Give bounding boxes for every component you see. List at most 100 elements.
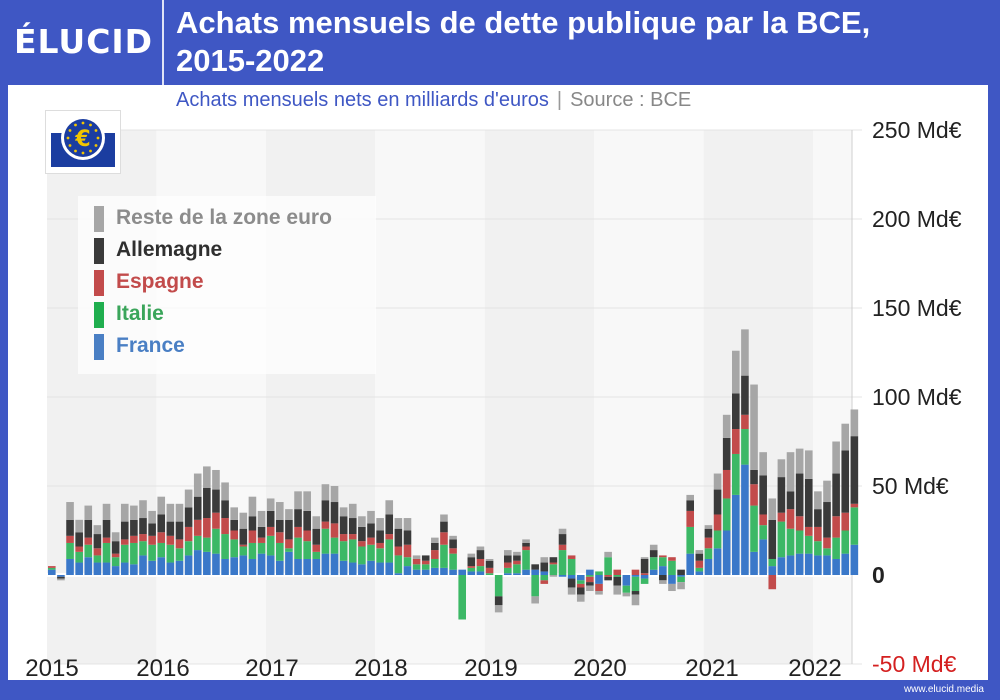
bar-segment-italie (276, 542, 284, 561)
bar-segment-italie (394, 555, 403, 574)
bar-segment-france (786, 555, 795, 575)
y-tick-label: 150 Md€ (872, 295, 962, 321)
bar-segment-france (276, 560, 284, 575)
subtitle-separator: | (556, 89, 563, 111)
bar-segment-italie (686, 526, 694, 554)
bar-segment-france (586, 569, 594, 575)
bar-segment-france (713, 548, 722, 575)
bar-segment-allemagne (823, 502, 831, 538)
bar-segment-france (102, 562, 111, 575)
bar-segment-reste (786, 452, 795, 492)
bar-segment-espagne (567, 555, 576, 559)
bar-segment-allemagne (440, 521, 448, 533)
bar-segment-espagne (504, 562, 512, 568)
bar-segment-italie (230, 539, 238, 558)
bar-segment-italie (768, 558, 777, 567)
bar-segment-italie (130, 542, 138, 565)
bar-segment-espagne (804, 526, 813, 536)
bar-segment-italie (513, 564, 521, 574)
bar-segment-reste (485, 558, 494, 561)
bar-segment-reste (649, 544, 658, 551)
bar-segment-italie (330, 537, 339, 554)
bar-segment-france (759, 539, 767, 575)
ecb-euro-logo-icon: € (51, 116, 115, 167)
bar-segment-italie (485, 573, 494, 575)
x-tick-label: 2021 (685, 655, 738, 682)
footer-url[interactable]: www.elucid.media (903, 684, 984, 695)
bar-segment-italie (677, 576, 685, 583)
bar-segment-reste (111, 532, 120, 542)
bar-segment-italie (631, 576, 640, 592)
bar-segment-italie (841, 530, 850, 554)
bar-segment-reste (622, 592, 631, 597)
bar-segment-espagne (640, 573, 649, 575)
bar-segment-reste (57, 578, 65, 581)
bar-segment-france (120, 562, 129, 575)
bar-segment-italie (604, 557, 612, 575)
bar-segment-espagne (330, 523, 339, 538)
bar-segment-reste (768, 498, 777, 520)
bar-segment-france (412, 569, 421, 575)
bar-segment-allemagne (604, 576, 612, 581)
title-line-2: 2015-2022 (176, 43, 325, 78)
bar-segment-espagne (713, 514, 722, 531)
bar-segment-reste (804, 450, 813, 479)
bar-segment-france (795, 553, 804, 575)
bar-segment-allemagne (549, 557, 558, 563)
bar-segment-italie (704, 548, 713, 559)
bar-segment-reste (120, 503, 129, 522)
y-tick-label: -50 Md€ (872, 651, 957, 677)
bar-segment-france (659, 566, 667, 575)
bar-segment-allemagne (394, 528, 403, 547)
bar-segment-reste (330, 486, 339, 503)
legend-swatch-france (94, 334, 104, 360)
bar-segment-italie (257, 542, 266, 554)
bar-segment-allemagne (120, 521, 129, 540)
bar-segment-espagne (795, 516, 804, 531)
bar-segment-reste (348, 503, 357, 519)
bar-segment-france (595, 575, 603, 584)
bar-segment-reste (540, 557, 549, 563)
bar-segment-italie (613, 575, 622, 577)
bar-segment-allemagne (768, 519, 777, 559)
bar-segment-allemagne (157, 514, 166, 533)
bar-segment-allemagne (704, 528, 713, 538)
bar-segment-italie (139, 541, 147, 556)
bar-segment-allemagne (339, 516, 348, 535)
bar-segment-france (139, 555, 147, 575)
bar-segment-allemagne (102, 519, 111, 538)
bar-segment-espagne (576, 583, 585, 588)
bar-segment-espagne (631, 569, 640, 575)
bar-segment-espagne (266, 526, 275, 536)
bar-segment-espagne (285, 539, 293, 549)
bar-segment-espagne (586, 576, 594, 583)
y-tick-label: 250 Md€ (872, 117, 962, 143)
bar-segment-espagne (522, 546, 530, 551)
bar-segment-espagne (613, 569, 622, 575)
bar-segment-allemagne (403, 530, 412, 545)
bar-segment-espagne (358, 541, 366, 547)
bar-segment-france (668, 575, 676, 584)
bar-segment-france (804, 553, 813, 575)
x-tick-label: 2018 (354, 655, 407, 682)
bar-segment-italie (421, 564, 430, 570)
bar-segment-italie (558, 550, 567, 575)
bar-segment-france (421, 569, 430, 575)
bar-segment-espagne (832, 516, 840, 538)
y-tick-label: 100 Md€ (872, 384, 962, 410)
bar-segment-reste (139, 500, 147, 519)
bar-segment-reste (93, 525, 102, 535)
legend-swatch-italie (94, 302, 104, 328)
bar-segment-france (330, 553, 339, 575)
bar-segment-italie (786, 528, 795, 556)
bar-segment-espagne (750, 484, 758, 506)
bar-segment-reste (166, 503, 175, 522)
bar-segment-espagne (604, 575, 612, 577)
bar-segment-allemagne (75, 532, 83, 547)
elucid-logo[interactable]: ÉLUCID (14, 22, 154, 61)
bar-segment-espagne (668, 557, 676, 561)
bar-segment-reste (713, 473, 722, 490)
bar-segment-reste (558, 528, 567, 535)
header-bar: ÉLUCID Achats mensuels de dette publique… (0, 0, 1000, 85)
bar-segment-allemagne (330, 502, 339, 524)
